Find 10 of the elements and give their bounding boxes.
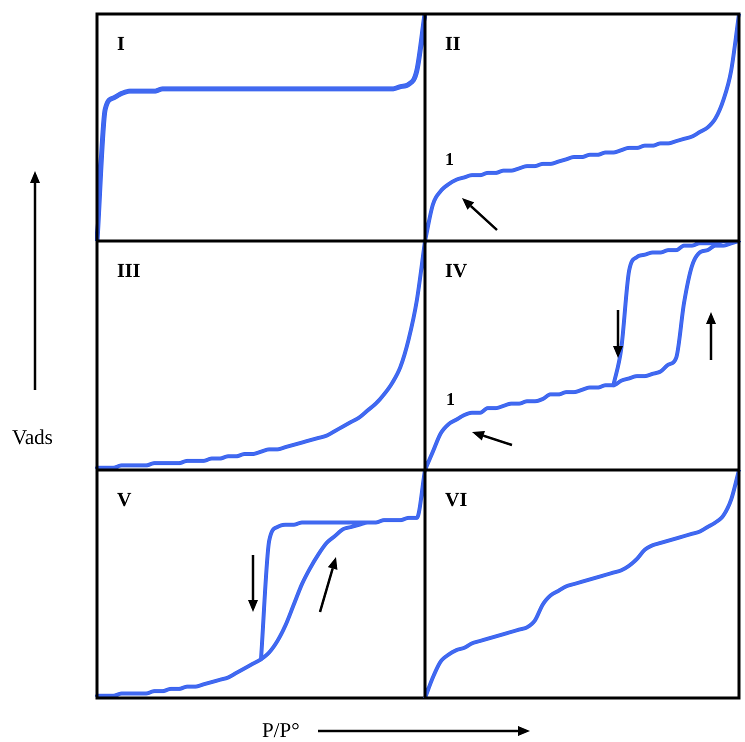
y-axis-title: Vads [12, 425, 53, 450]
x-axis-title: P/P° [262, 718, 300, 742]
text: V [117, 489, 132, 511]
text: I [117, 33, 125, 55]
text: III [117, 260, 141, 282]
annotation: 1 [446, 389, 455, 409]
text: VI [445, 489, 468, 511]
annotation: 1 [445, 149, 454, 169]
text: IV [445, 260, 468, 282]
text: II [445, 33, 461, 55]
